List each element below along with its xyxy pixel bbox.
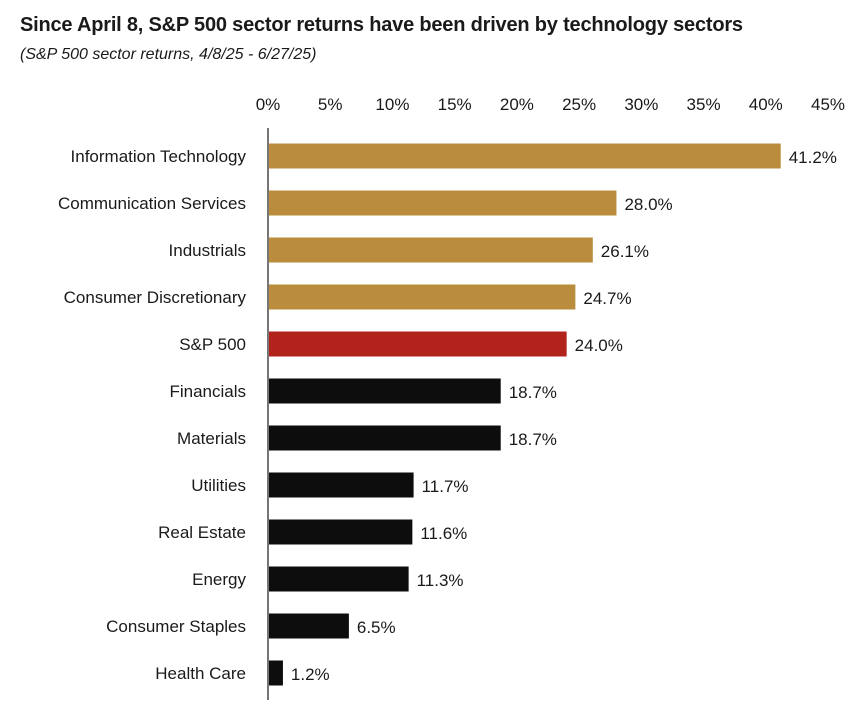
value-label: 11.6% — [420, 524, 467, 543]
bar — [269, 284, 576, 310]
bar — [269, 425, 501, 451]
value-labels: 41.2% 28.0% 26.1% 24.7% 24.0% 18.7% 18.7% 11.7%… — [291, 148, 837, 684]
value-label: 18.7% — [509, 383, 557, 402]
category-label: Utilities — [191, 476, 246, 495]
value-label: 28.0% — [624, 195, 672, 214]
x-tick-label: 5% — [318, 95, 343, 114]
x-tick-label: 40% — [749, 95, 783, 114]
value-label: 18.7% — [509, 430, 557, 449]
category-label: Communication Services — [58, 194, 246, 213]
category-label: Consumer Staples — [106, 617, 246, 636]
x-tick-label: 30% — [624, 95, 658, 114]
category-label: Consumer Discretionary — [64, 288, 247, 307]
bar — [269, 566, 409, 592]
bar — [269, 660, 283, 686]
category-label: Financials — [169, 382, 246, 401]
bar — [269, 331, 567, 357]
value-label: 6.5% — [357, 618, 396, 637]
bar — [269, 237, 593, 263]
x-tick-label: 45% — [811, 95, 845, 114]
category-label: Materials — [177, 429, 246, 448]
value-label: 24.0% — [575, 336, 623, 355]
value-label: 41.2% — [789, 148, 837, 167]
x-tick-label: 25% — [562, 95, 596, 114]
bar — [269, 190, 617, 216]
x-tick-label: 20% — [500, 95, 534, 114]
bar — [269, 613, 349, 639]
chart-title: Since April 8, S&P 500 sector returns ha… — [20, 14, 743, 36]
bar — [269, 519, 413, 545]
category-label: Energy — [192, 570, 246, 589]
bars — [269, 143, 781, 686]
x-tick-label: 10% — [375, 95, 409, 114]
x-axis-ticks: 0% 5% 10% 15% 20% 25% 30% 35% 40% 45% — [256, 95, 845, 114]
value-label: 11.3% — [417, 571, 464, 590]
category-label: Health Care — [155, 664, 246, 683]
value-label: 26.1% — [601, 242, 649, 261]
value-label: 1.2% — [291, 665, 330, 684]
x-tick-label: 0% — [256, 95, 281, 114]
bar — [269, 378, 501, 404]
x-tick-label: 35% — [687, 95, 721, 114]
category-label: Real Estate — [158, 523, 246, 542]
value-label: 24.7% — [583, 289, 631, 308]
chart-subtitle: (S&P 500 sector returns, 4/8/25 - 6/27/2… — [20, 46, 317, 63]
category-label: S&P 500 — [179, 335, 246, 354]
bar — [269, 143, 781, 169]
bar — [269, 472, 414, 498]
category-labels: Information Technology Communication Serv… — [58, 147, 247, 683]
category-label: Information Technology — [71, 147, 247, 166]
x-tick-label: 15% — [438, 95, 472, 114]
value-label: 11.7% — [422, 477, 469, 496]
category-label: Industrials — [169, 241, 246, 260]
